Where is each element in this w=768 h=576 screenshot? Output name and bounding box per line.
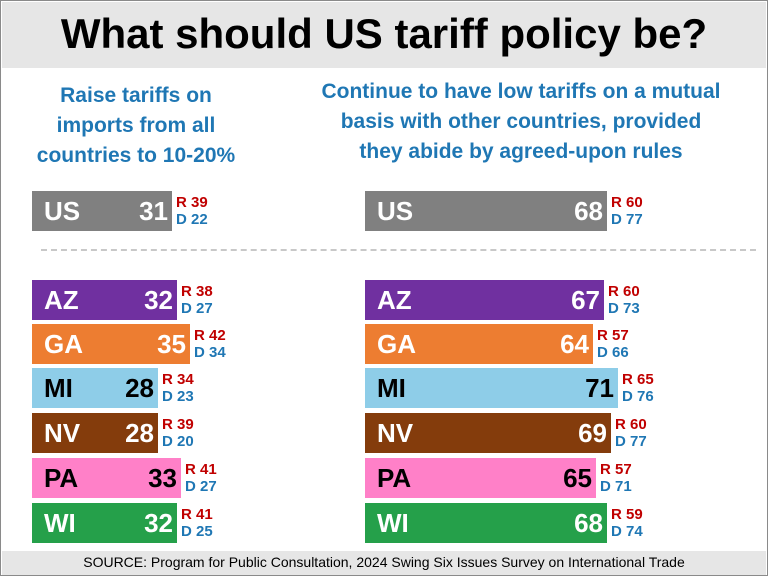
republican-value: R 39 xyxy=(162,416,194,433)
republican-value: R 38 xyxy=(181,283,213,300)
right-bar-wi: WI 68 xyxy=(365,503,607,543)
republican-value: R 39 xyxy=(176,194,208,211)
party-breakdown: R 38 D 27 xyxy=(181,283,213,317)
democrat-value: D 34 xyxy=(194,344,226,361)
democrat-value: D 77 xyxy=(611,211,643,228)
bar-value-label: 65 xyxy=(563,463,592,493)
right-bar-ga: GA 64 xyxy=(365,324,593,364)
left-heading-line: imports from all xyxy=(56,114,216,137)
democrat-value: D 27 xyxy=(185,478,217,495)
bar-category-label: GA xyxy=(44,329,83,359)
bar-category-label: AZ xyxy=(44,285,79,315)
bar-value-label: 68 xyxy=(574,508,603,538)
democrat-value: D 74 xyxy=(611,523,643,540)
republican-value: R 41 xyxy=(185,461,217,478)
bar-category-label: WI xyxy=(44,508,76,538)
party-breakdown: R 65 D 76 xyxy=(622,371,654,405)
bar-category-label: NV xyxy=(377,418,414,448)
bar-value-label: 31 xyxy=(139,196,168,226)
bar-category-label: PA xyxy=(44,463,79,493)
left-bar-ga: GA 35 xyxy=(32,324,190,364)
left-bar-wi: WI 32 xyxy=(32,503,177,543)
source-bar: SOURCE: Program for Public Consultation,… xyxy=(2,551,766,575)
right-bar-pa: PA 65 xyxy=(365,458,596,498)
left-bar-pa: PA 33 xyxy=(32,458,181,498)
democrat-value: D 76 xyxy=(622,388,654,405)
bar-category-label: PA xyxy=(377,463,412,493)
bar-category-label: WI xyxy=(377,508,409,538)
bar-value-label: 33 xyxy=(148,463,177,493)
republican-value: R 60 xyxy=(608,283,640,300)
republican-value: R 65 xyxy=(622,371,654,388)
democrat-value: D 22 xyxy=(176,211,208,228)
bar-value-label: 68 xyxy=(574,196,603,226)
republican-value: R 57 xyxy=(600,461,632,478)
right-bar-nv: NV 69 xyxy=(365,413,611,453)
democrat-value: D 20 xyxy=(162,433,194,450)
bar-category-label: MI xyxy=(44,373,73,403)
bar-value-label: 69 xyxy=(578,418,607,448)
left-bar-mi: MI 28 xyxy=(32,368,158,408)
republican-value: R 57 xyxy=(597,327,629,344)
republican-value: R 41 xyxy=(181,506,213,523)
bar-value-label: 32 xyxy=(144,285,173,315)
right-heading-line: Continue to have low tariffs on a mutual xyxy=(321,80,721,103)
section-divider xyxy=(41,249,756,251)
right-bar-mi: MI 71 xyxy=(365,368,618,408)
bar-category-label: US xyxy=(377,196,414,226)
left-heading-line: countries to 10-20% xyxy=(36,144,236,167)
republican-value: R 42 xyxy=(194,327,226,344)
republican-value: R 34 xyxy=(162,371,194,388)
bar-value-label: 32 xyxy=(144,508,173,538)
bar-value-label: 28 xyxy=(125,373,154,403)
left-panel-heading: Raise tariffs on imports from all countr… xyxy=(15,81,257,171)
party-breakdown: R 34 D 23 xyxy=(162,371,194,405)
party-breakdown: R 41 D 27 xyxy=(185,461,217,495)
right-heading-line: basis with other countries, provided xyxy=(340,110,702,133)
right-panel-heading: Continue to have low tariffs on a mutual… xyxy=(301,77,741,167)
democrat-value: D 66 xyxy=(597,344,629,361)
democrat-value: D 71 xyxy=(600,478,632,495)
source-note: SOURCE: Program for Public Consultation,… xyxy=(83,554,685,570)
republican-value: R 60 xyxy=(611,194,643,211)
bar-category-label: GA xyxy=(377,329,416,359)
left-bar-az: AZ 32 xyxy=(32,280,177,320)
bar-category-label: NV xyxy=(44,418,81,448)
party-breakdown: R 57 D 71 xyxy=(600,461,632,495)
party-breakdown: R 42 D 34 xyxy=(194,327,226,361)
right-bar-us: US 68 xyxy=(365,191,607,231)
bar-category-label: AZ xyxy=(377,285,412,315)
chart-title: What should US tariff policy be? xyxy=(60,10,708,57)
democrat-value: D 77 xyxy=(615,433,647,450)
democrat-value: D 73 xyxy=(608,300,640,317)
democrat-value: D 27 xyxy=(181,300,213,317)
party-breakdown: R 41 D 25 xyxy=(181,506,213,540)
bar-category-label: MI xyxy=(377,373,406,403)
bar-value-label: 28 xyxy=(125,418,154,448)
bar-value-label: 67 xyxy=(571,285,600,315)
bar-category-label: US xyxy=(44,196,81,226)
party-breakdown: R 60 D 77 xyxy=(615,416,647,450)
bar-value-label: 64 xyxy=(560,329,589,359)
party-breakdown: R 60 D 73 xyxy=(608,283,640,317)
republican-value: R 59 xyxy=(611,506,643,523)
republican-value: R 60 xyxy=(615,416,647,433)
democrat-value: D 25 xyxy=(181,523,213,540)
party-breakdown: R 60 D 77 xyxy=(611,194,643,228)
left-heading-line: Raise tariffs on xyxy=(60,84,212,107)
party-breakdown: R 39 D 22 xyxy=(176,194,208,228)
left-bar-nv: NV 28 xyxy=(32,413,158,453)
party-breakdown: R 57 D 66 xyxy=(597,327,629,361)
democrat-value: D 23 xyxy=(162,388,194,405)
bar-value-label: 35 xyxy=(157,329,186,359)
right-heading-line: they abide by agreed-upon rules xyxy=(359,140,683,163)
party-breakdown: R 59 D 74 xyxy=(611,506,643,540)
bar-value-label: 71 xyxy=(585,373,614,403)
right-bar-az: AZ 67 xyxy=(365,280,604,320)
left-bar-us: US 31 xyxy=(32,191,172,231)
title-bar: What should US tariff policy be? xyxy=(2,2,766,68)
party-breakdown: R 39 D 20 xyxy=(162,416,194,450)
